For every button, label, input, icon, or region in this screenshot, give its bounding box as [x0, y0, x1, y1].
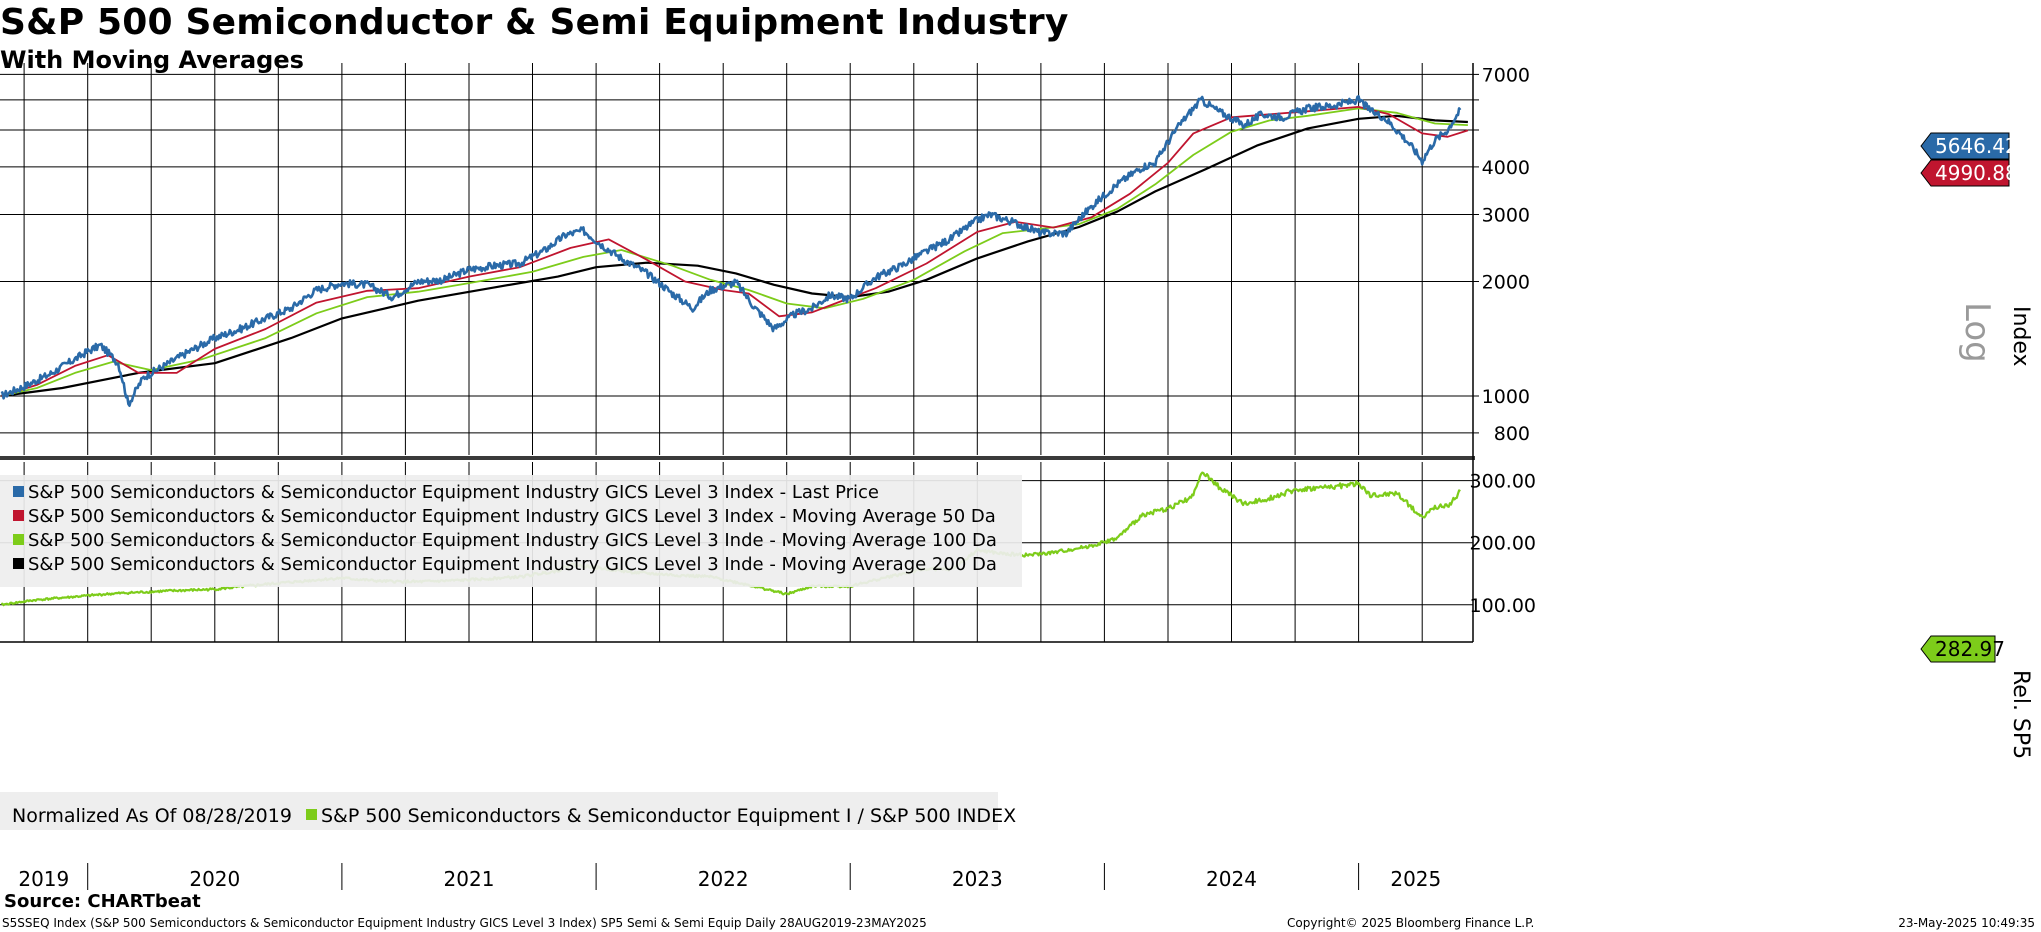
ma50-value-tag-shape — [1920, 159, 2010, 187]
scale-label: Log — [1957, 302, 1997, 363]
legend-swatch-ma100 — [13, 534, 24, 545]
legend-swatch-relative — [306, 809, 317, 820]
legend-background — [0, 475, 1022, 587]
relative-value-tag-shape — [1920, 635, 1996, 663]
relative-value-tag: 282.97 — [1920, 635, 2005, 663]
y-tick-label-lower: 100.00 — [1470, 595, 1536, 617]
x-tick-label: 2019 — [18, 867, 69, 891]
series-line-ma100 — [1, 107, 1468, 397]
y-tick-label-lower: 200.00 — [1470, 533, 1536, 555]
y-axis-title-upper: Index — [2008, 306, 2033, 367]
upper-legend: S&P 500 Semiconductors & Semiconductor E… — [0, 475, 1022, 587]
x-tick-label: 2021 — [444, 867, 495, 891]
lower-legend: Normalized As Of 08/28/2019 S&P 500 Semic… — [0, 792, 1016, 830]
relative-value-tag-text: 282.97 — [1935, 637, 2005, 661]
panel-separator — [0, 456, 1475, 460]
y-tick-label-lower: 300.00 — [1470, 471, 1536, 493]
ma50-value-tag: 4990.88 — [1920, 159, 2018, 187]
x-tick-label: 2024 — [1206, 867, 1257, 891]
y-tick-label-upper: 4000 — [1482, 157, 1530, 179]
timestamp: 23-May-2025 10:49:35 — [1898, 916, 2035, 930]
legend-swatch-ma200 — [13, 558, 24, 569]
y-tick-label-upper: 2000 — [1482, 272, 1530, 294]
series-line-ma200 — [1, 114, 1468, 398]
y-tick-label-upper: 1000 — [1482, 386, 1530, 408]
lower-legend-background — [0, 792, 998, 830]
legend-swatch-ma50 — [13, 510, 24, 521]
chart-subtitle: With Moving Averages — [0, 46, 304, 74]
price-value-tag-shape — [1920, 132, 2010, 160]
legend-label-ma50: S&P 500 Semiconductors & Semiconductor E… — [28, 506, 996, 527]
normalized-label: Normalized As Of 08/28/2019 — [12, 805, 292, 827]
price-value-tag-text: 5646.42 — [1935, 134, 2018, 158]
y-tick-label-upper: 800 — [1494, 423, 1530, 445]
x-tick-label: 2023 — [952, 867, 1003, 891]
legend-label-ma100: S&P 500 Semiconductors & Semiconductor E… — [28, 530, 997, 551]
source-label: Source: CHARTbeat — [4, 891, 201, 912]
copyright: Copyright© 2025 Bloomberg Finance L.P. — [1287, 916, 1535, 930]
chart-title: S&P 500 Semiconductor & Semi Equipment I… — [0, 2, 1069, 43]
x-tick-label: 2020 — [189, 867, 240, 891]
legend-swatch-price — [13, 486, 24, 497]
series-line-price — [0, 95, 1462, 407]
data-info: S5SSEQ Index (S&P 500 Semiconductors & S… — [2, 916, 927, 930]
x-tick-label: 2022 — [698, 867, 749, 891]
x-tick-label: 2025 — [1390, 867, 1441, 891]
legend-label-price: S&P 500 Semiconductors & Semiconductor E… — [28, 482, 879, 503]
y-axis-title-lower: Rel. SP5 — [2008, 670, 2033, 759]
ma50-value-tag-text: 4990.88 — [1935, 161, 2018, 185]
legend-label-ma200: S&P 500 Semiconductors & Semiconductor E… — [28, 554, 997, 575]
price-value-tag: 5646.42 — [1920, 132, 2018, 160]
legend-label-relative: S&P 500 Semiconductors & Semiconductor E… — [321, 805, 1016, 827]
y-tick-label-upper: 7000 — [1482, 64, 1530, 86]
y-tick-label-upper: 3000 — [1482, 205, 1530, 227]
